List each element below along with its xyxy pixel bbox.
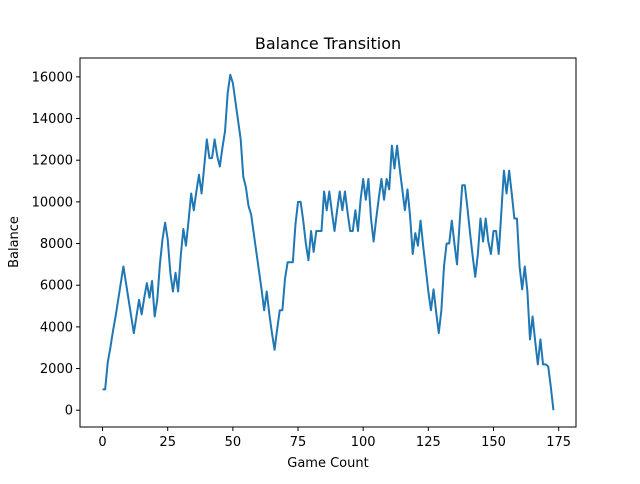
y-tick-label: 10000 xyxy=(32,195,73,210)
y-tick-label: 0 xyxy=(65,404,73,419)
chart-title: Balance Transition xyxy=(255,34,401,53)
x-tick-label: 125 xyxy=(416,435,441,450)
y-tick-label: 8000 xyxy=(40,237,73,252)
x-tick-label: 150 xyxy=(481,435,506,450)
plot-frame xyxy=(79,57,577,428)
x-tick-label: 0 xyxy=(98,435,106,450)
y-tick-label: 4000 xyxy=(40,320,73,335)
x-axis-label: Game Count xyxy=(287,456,368,471)
y-tick-label: 16000 xyxy=(32,70,73,85)
y-axis-label: Balance xyxy=(7,216,22,268)
x-tick-label: 25 xyxy=(159,435,176,450)
y-tick-label: 14000 xyxy=(32,112,73,127)
x-tick-label: 75 xyxy=(290,435,307,450)
y-tick-label: 6000 xyxy=(40,279,73,294)
x-tick-label: 175 xyxy=(546,435,571,450)
x-tick-label: 100 xyxy=(351,435,376,450)
y-tick-label: 12000 xyxy=(32,154,73,169)
y-tick-label: 2000 xyxy=(40,362,73,377)
data-line xyxy=(102,73,555,411)
x-tick-label: 50 xyxy=(225,435,242,450)
